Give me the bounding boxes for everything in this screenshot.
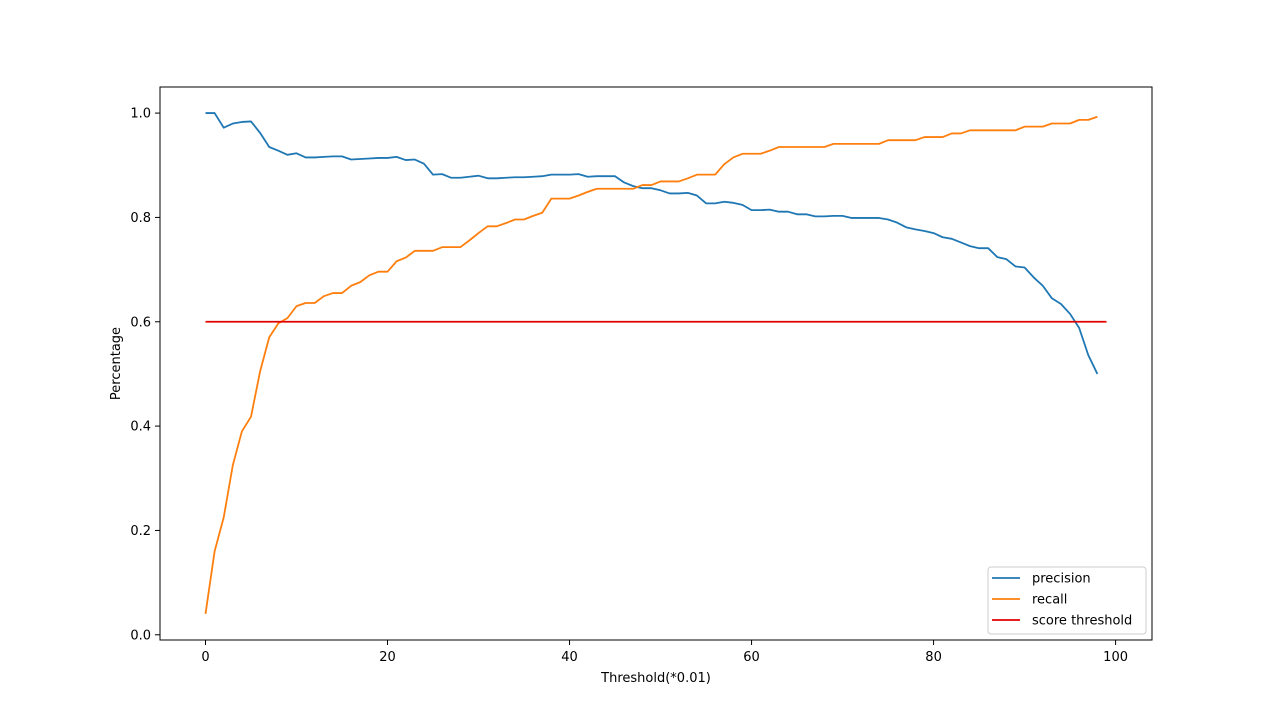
y-tick-label: 0.0: [130, 628, 151, 643]
y-tick-label: 0.6: [130, 315, 151, 330]
legend-label: recall: [1032, 593, 1067, 608]
y-axis-label: Percentage: [109, 327, 124, 400]
x-tick-label: 40: [561, 650, 578, 665]
y-axis: 0.0 0.2 0.4 0.6 0.8 1.0: [130, 107, 160, 643]
y-tick-label: 0.4: [130, 420, 151, 435]
x-tick-label: 0: [201, 650, 209, 665]
series-layer: [204, 112, 1107, 615]
x-tick-label: 20: [379, 650, 396, 665]
y-tick-label: 1.0: [130, 107, 151, 122]
x-tick-label: 80: [925, 650, 942, 665]
series-line-precision: [205, 112, 1099, 375]
legend-label: score threshold: [1032, 614, 1132, 629]
legend: precision recall score threshold: [987, 566, 1147, 635]
plot-area-frame: [159, 86, 1153, 641]
y-tick-label: 0.2: [130, 524, 151, 539]
x-axis: 0 20 40 60 80 100: [201, 640, 1128, 665]
y-tick-label: 0.8: [130, 211, 151, 226]
x-tick-label: 100: [1103, 650, 1128, 665]
legend-box: [987, 566, 1147, 635]
series-line-recall: [204, 115, 1098, 615]
x-axis-label: Threshold(*0.01): [600, 671, 711, 686]
x-tick-label: 60: [743, 650, 760, 665]
legend-label: precision: [1032, 572, 1091, 587]
